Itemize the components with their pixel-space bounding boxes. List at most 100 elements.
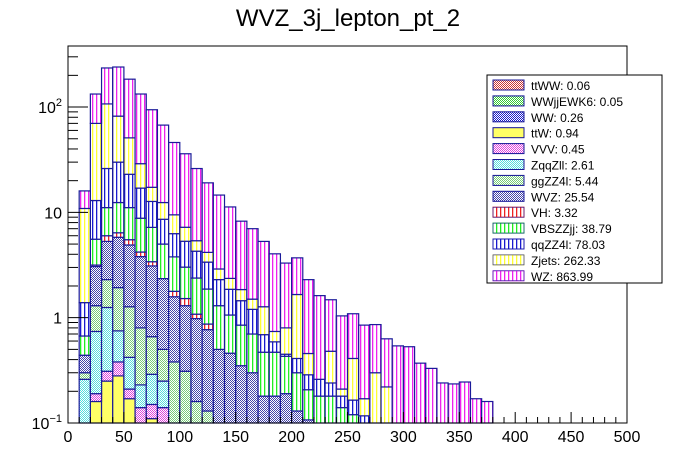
bar-WZ-bin-34 bbox=[447, 383, 460, 424]
x-tick-label: 400 bbox=[502, 429, 529, 446]
bar-VH-bin-7 bbox=[145, 261, 159, 267]
bar-Zjets-bin-3 bbox=[100, 103, 114, 170]
bar-Zjets-bin-26 bbox=[358, 398, 371, 417]
bar-VBSZZjj-bin-1 bbox=[78, 335, 91, 356]
bar-WZ-bin-7 bbox=[145, 109, 159, 188]
y-tick-label: 10 bbox=[44, 205, 62, 222]
bar-WZ-bin-31 bbox=[413, 362, 427, 424]
bar-qqZZ4l-bin-26 bbox=[358, 415, 371, 424]
bar-WVZ-bin-6 bbox=[134, 256, 147, 329]
bar-WZ-bin-5 bbox=[123, 78, 136, 139]
bar-WVZ-bin-20 bbox=[291, 410, 304, 424]
bar-VH-bin-10 bbox=[179, 297, 192, 307]
x-tick-label: 150 bbox=[222, 429, 249, 446]
bar-VBSZZjj-bin-20 bbox=[291, 372, 304, 412]
bar-WZ-bin-19 bbox=[279, 262, 293, 329]
bar-Zjets-bin-14 bbox=[223, 277, 237, 290]
bar-VVV-bin-7 bbox=[145, 403, 159, 420]
y-tick-label: 1 bbox=[53, 311, 62, 328]
bar-VBSZZjj-bin-8 bbox=[156, 243, 170, 280]
bar-WVZ-bin-12 bbox=[201, 329, 214, 412]
bar-Zjets-bin-7 bbox=[145, 186, 159, 203]
bar-VBSZZjj-bin-23 bbox=[324, 395, 337, 424]
legend-swatch-WWjjEWK6 bbox=[492, 95, 525, 107]
bar-VH-bin-6 bbox=[134, 251, 147, 258]
series-WZ bbox=[78, 66, 494, 424]
bar-WZ-bin-14 bbox=[223, 206, 237, 280]
legend-label-WZ: WZ: 863.99 bbox=[531, 270, 593, 284]
x-tick-label: 100 bbox=[166, 429, 193, 446]
bar-VVV-bin-5 bbox=[123, 388, 136, 400]
legend-label-ttW: ttW: 0.94 bbox=[531, 127, 579, 141]
bar-WZ-bin-2 bbox=[89, 93, 103, 124]
bar-WVZ-bin-4 bbox=[112, 236, 125, 289]
bar-VBSZZjj-bin-7 bbox=[145, 226, 159, 263]
bar-Zjets-bin-6 bbox=[134, 163, 147, 189]
bar-qqZZ4l-bin-4 bbox=[112, 161, 125, 204]
legend-swatch-ggZZ4l bbox=[492, 174, 525, 186]
bar-WVZ-bin-14 bbox=[223, 352, 237, 424]
bar-VH-bin-12 bbox=[201, 323, 214, 331]
bar-VH-bin-9 bbox=[168, 290, 181, 298]
bar-WVZ-bin-16 bbox=[246, 372, 259, 424]
legend-swatch-VVV bbox=[492, 143, 525, 155]
bar-ggZZ4l-bin-8 bbox=[156, 348, 170, 382]
bar-qqZZ4l-bin-8 bbox=[156, 218, 170, 245]
bar-Zjets-bin-11 bbox=[190, 240, 203, 252]
bar-WZ-bin-20 bbox=[291, 257, 304, 296]
bar-WVZ-bin-7 bbox=[145, 265, 159, 338]
bar-ZqqZll-bin-4 bbox=[112, 330, 125, 363]
legend-label-VH: VH: 3.32 bbox=[531, 206, 578, 220]
legend-label-VVV: VVV: 0.45 bbox=[531, 143, 585, 157]
x-tick-label: 0 bbox=[64, 429, 73, 446]
bar-VBSZZjj-bin-11 bbox=[190, 277, 203, 315]
legend-swatch-WVZ bbox=[492, 190, 525, 202]
bar-VBSZZjj-bin-18 bbox=[268, 351, 282, 397]
bar-WVZ-bin-19 bbox=[279, 393, 293, 424]
bar-ZqqZll-bin-7 bbox=[145, 373, 159, 406]
bar-ggZZ4l-bin-6 bbox=[134, 327, 147, 386]
bar-qqZZ4l-bin-3 bbox=[100, 167, 114, 209]
legend-label-qqZZ4l: qqZZ4l: 78.03 bbox=[531, 238, 605, 252]
x-tick-label: 300 bbox=[390, 429, 417, 446]
bar-ZqqZll-bin-3 bbox=[100, 306, 114, 372]
bar-ttW-bin-4 bbox=[112, 375, 125, 424]
bar-WVZ-bin-5 bbox=[123, 244, 136, 308]
bar-WZ-bin-24 bbox=[335, 315, 349, 390]
x-tick-label: 50 bbox=[115, 429, 133, 446]
bar-WVZ-bin-10 bbox=[179, 305, 192, 372]
bar-ggZZ4l-bin-1 bbox=[78, 372, 91, 380]
bar-qqZZ4l-bin-17 bbox=[257, 334, 270, 353]
bar-Zjets-bin-16 bbox=[246, 298, 259, 310]
bar-VH-bin-11 bbox=[190, 313, 203, 320]
bar-WZ-bin-1 bbox=[78, 190, 91, 210]
bar-Zjets-bin-2 bbox=[89, 122, 103, 202]
bar-WZ-bin-10 bbox=[179, 153, 192, 228]
legend-swatch-Zjets bbox=[492, 254, 525, 266]
bar-ggZZ4l-bin-12 bbox=[201, 410, 214, 424]
bar-VVV-bin-2 bbox=[89, 393, 103, 403]
bar-WVZ-bin-17 bbox=[257, 395, 270, 424]
bar-WZ-bin-25 bbox=[346, 313, 360, 360]
bar-VBSZZjj-bin-10 bbox=[179, 266, 192, 300]
bar-WVZ-bin-13 bbox=[212, 348, 226, 424]
bar-qqZZ4l-bin-11 bbox=[190, 250, 203, 279]
bar-qqZZ4l-bin-10 bbox=[179, 240, 192, 268]
histogram-bars bbox=[78, 66, 494, 424]
bar-Zjets-bin-12 bbox=[201, 251, 214, 263]
legend-label-WW: WW: 0.26 bbox=[531, 111, 584, 125]
bar-WVZ-bin-11 bbox=[190, 318, 203, 403]
bar-VVV-bin-3 bbox=[100, 370, 114, 382]
bar-ggZZ4l-bin-10 bbox=[179, 370, 192, 424]
bar-qqZZ4l-bin-13 bbox=[212, 278, 226, 307]
bar-ggZZ4l-bin-5 bbox=[123, 306, 136, 358]
bar-WZ-bin-29 bbox=[391, 345, 405, 424]
bar-WZ-bin-3 bbox=[100, 67, 114, 105]
bar-VBSZZjj-bin-22 bbox=[313, 395, 326, 424]
bar-ttW-bin-3 bbox=[100, 380, 114, 424]
bar-qqZZ4l-bin-25 bbox=[346, 399, 360, 416]
bar-WVZ-bin-3 bbox=[100, 240, 114, 281]
bar-WZ-bin-6 bbox=[134, 93, 147, 165]
legend-label-Zjets: Zjets: 262.33 bbox=[531, 254, 601, 268]
